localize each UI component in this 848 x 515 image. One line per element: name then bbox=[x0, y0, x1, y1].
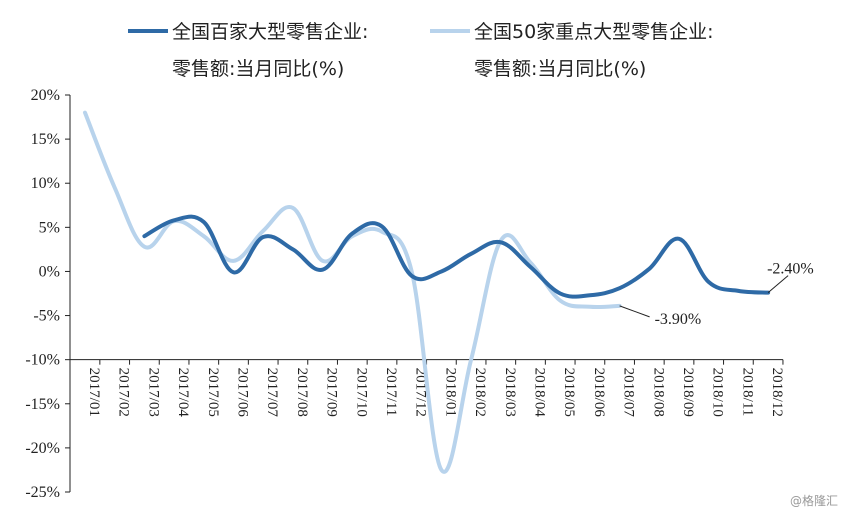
x-tick-label: 2017/06 bbox=[235, 368, 251, 418]
y-tick-label: 20% bbox=[31, 87, 60, 104]
x-axis: 2017/01 2017/02 2017/03 2017/04 2017/05 2017/… bbox=[70, 359, 785, 418]
x-tick-label: 2018/11 bbox=[739, 368, 755, 417]
x-tick-label: 2017/05 bbox=[205, 368, 221, 417]
y-tick-label: 0% bbox=[39, 263, 60, 280]
y-tick-label: -15% bbox=[25, 396, 60, 413]
legend-label-series-1-line1: 全国百家大型零售企业: bbox=[172, 21, 368, 43]
x-tick-label: 2017/02 bbox=[116, 368, 132, 417]
legend: 全国百家大型零售企业: 零售额:当月同比(%) 全国50家重点大型零售企业: 零… bbox=[128, 21, 714, 80]
x-tick-label: 2017/10 bbox=[353, 368, 369, 417]
x-tick-label: 2018/07 bbox=[621, 368, 637, 418]
y-tick-label: 5% bbox=[39, 219, 60, 236]
x-tick-label: 2018/06 bbox=[591, 368, 607, 418]
annotation-layer: -2.40% -3.90% bbox=[619, 261, 814, 328]
x-tick-label: 2017/09 bbox=[324, 368, 340, 417]
y-tick-label: -20% bbox=[25, 440, 60, 457]
y-tick-label: -10% bbox=[25, 352, 60, 369]
x-tick-label: 2018/09 bbox=[680, 368, 696, 417]
y-tick-label: -5% bbox=[33, 308, 60, 325]
annotation-label: -3.90% bbox=[655, 311, 702, 328]
legend-label-series-2-line1: 全国50家重点大型零售企业: bbox=[474, 21, 714, 43]
x-tick-label: 2018/08 bbox=[650, 368, 666, 417]
series-line-2 bbox=[83, 110, 622, 474]
x-tick-label: 2017/03 bbox=[145, 368, 161, 417]
x-tick-label: 2018/05 bbox=[561, 368, 577, 417]
x-tick-label: 2018/03 bbox=[502, 368, 518, 417]
x-tick-label: 2017/11 bbox=[383, 368, 399, 417]
y-tick-label: 10% bbox=[31, 175, 60, 192]
x-tick-label: 2017/01 bbox=[86, 368, 102, 417]
y-axis: 20% 15% 10% 5% 0% -5% -10% -15% -20% -25% bbox=[25, 87, 71, 501]
x-tick-label: 2018/01 bbox=[442, 368, 458, 417]
x-tick-label: 2017/04 bbox=[175, 368, 191, 418]
x-tick-label: 2018/10 bbox=[710, 368, 726, 417]
x-tick-label: 2018/12 bbox=[769, 368, 785, 417]
x-tick-label: 2017/08 bbox=[294, 368, 310, 417]
y-tick-label: 15% bbox=[31, 131, 60, 148]
series-layer bbox=[83, 110, 771, 474]
annotation-leader bbox=[619, 305, 650, 318]
x-tick-label: 2017/07 bbox=[264, 368, 280, 418]
x-tick-label: 2018/02 bbox=[472, 368, 488, 417]
legend-label-series-2-line2: 零售额:当月同比(%) bbox=[474, 58, 646, 80]
y-tick-label: -25% bbox=[25, 484, 60, 501]
series-line-1 bbox=[142, 214, 771, 299]
annotation-label: -2.40% bbox=[767, 261, 814, 278]
annotation-leader bbox=[767, 275, 789, 293]
legend-label-series-1-line2: 零售额:当月同比(%) bbox=[172, 58, 344, 80]
watermark: @格隆汇 bbox=[790, 493, 838, 508]
x-tick-label: 2018/04 bbox=[532, 368, 548, 418]
